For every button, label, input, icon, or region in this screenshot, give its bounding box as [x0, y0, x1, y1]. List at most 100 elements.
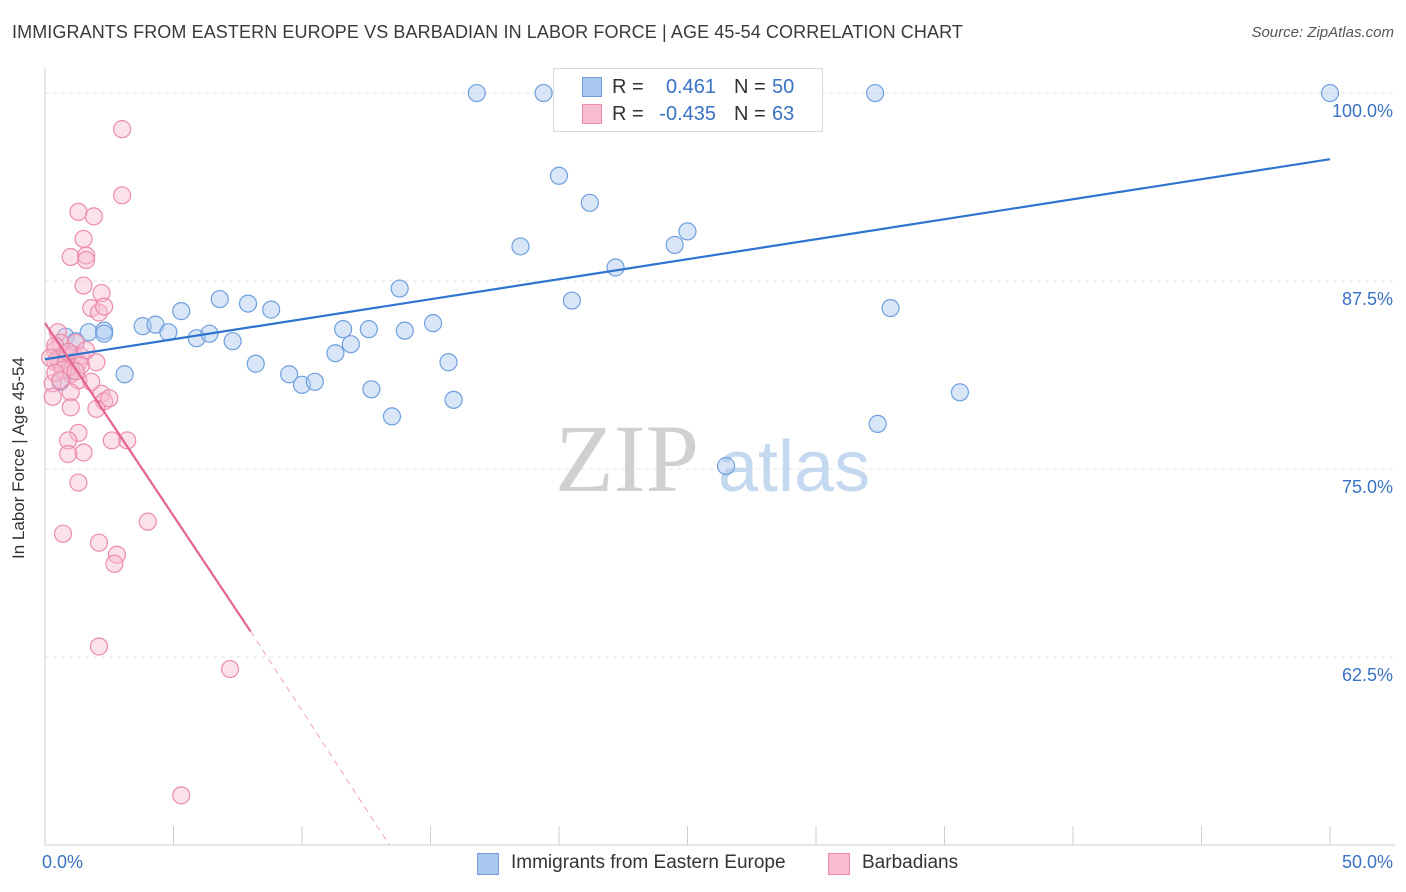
- point-barbadians: [92, 283, 111, 303]
- legend-swatch-pink: [582, 104, 602, 124]
- point-barbadians: [102, 431, 121, 450]
- point-barbadians: [59, 444, 78, 464]
- point-eastern-europe: [280, 365, 299, 384]
- point-barbadians: [112, 120, 132, 139]
- trend-line-eastern-europe: [44, 158, 1331, 361]
- point-barbadians: [89, 637, 109, 656]
- y-tick-label: 75.0%: [1342, 477, 1393, 497]
- point-eastern-europe: [305, 372, 324, 391]
- legend-r-value: 0.461: [665, 76, 716, 98]
- y-tick-label: 87.5%: [1342, 289, 1393, 309]
- point-eastern-europe: [950, 383, 970, 402]
- point-eastern-europe: [423, 314, 443, 333]
- trend-line-barbadians: [44, 322, 252, 633]
- legend-n-label: N =: [734, 76, 766, 98]
- point-eastern-europe: [439, 353, 458, 372]
- point-eastern-europe: [210, 289, 229, 309]
- point-eastern-europe: [678, 222, 697, 241]
- point-eastern-europe: [238, 294, 258, 313]
- point-eastern-europe: [359, 320, 378, 339]
- point-barbadians: [59, 431, 78, 450]
- legend-swatch-pink: [828, 853, 850, 875]
- point-barbadians: [69, 423, 88, 443]
- point-barbadians: [87, 353, 106, 372]
- y-tick-labels: 62.5% 75.0% 87.5% 100.0%: [1332, 101, 1393, 685]
- chart-title: IMMIGRANTS FROM EASTERN EUROPE VS BARBAD…: [12, 22, 963, 42]
- point-eastern-europe: [390, 279, 409, 298]
- point-eastern-europe: [115, 365, 134, 384]
- point-eastern-europe: [172, 302, 191, 321]
- point-barbadians: [74, 229, 93, 249]
- point-barbadians: [105, 554, 124, 573]
- legend-r-value: -0.435: [659, 103, 716, 125]
- point-barbadians: [61, 383, 80, 402]
- point-barbadians: [61, 247, 80, 267]
- watermark-atlas: atlas: [718, 427, 870, 507]
- point-barbadians: [77, 341, 96, 360]
- point-eastern-europe: [262, 300, 281, 319]
- point-eastern-europe: [341, 335, 360, 354]
- point-barbadians: [95, 297, 114, 316]
- point-eastern-europe: [562, 291, 581, 310]
- watermark: ZIP atlas: [555, 405, 870, 512]
- x-tick-label-max: 50.0%: [1341, 852, 1393, 872]
- point-barbadians: [69, 202, 88, 221]
- point-barbadians: [74, 443, 93, 462]
- x-tick-label-min: 0.0%: [42, 852, 84, 872]
- legend-n-value: 50: [772, 76, 795, 98]
- point-barbadians: [112, 186, 132, 205]
- stats-legend: R = 0.461 N = 50 R = -0.435 N = 63: [553, 68, 823, 132]
- y-tick-label: 62.5%: [1342, 665, 1393, 685]
- point-eastern-europe: [382, 407, 402, 426]
- point-eastern-europe: [326, 344, 345, 363]
- axes: [44, 68, 1395, 846]
- point-barbadians: [77, 250, 96, 270]
- point-eastern-europe: [606, 258, 625, 277]
- point-barbadians: [69, 473, 88, 492]
- point-barbadians: [220, 659, 240, 679]
- y-axis-label: In Labor Force | Age 45-54: [9, 357, 28, 559]
- legend-row-barbadians: R = -0.435 N = 63: [554, 101, 822, 129]
- point-eastern-europe: [444, 390, 463, 409]
- point-eastern-europe: [246, 354, 265, 373]
- point-barbadians: [74, 276, 93, 295]
- point-barbadians: [89, 533, 109, 552]
- legend-label: Barbadians: [862, 852, 959, 873]
- legend-label: Immigrants from Eastern Europe: [511, 852, 786, 873]
- point-barbadians: [43, 387, 62, 406]
- y-tick-label: 100.0%: [1332, 101, 1393, 121]
- legend-n-value: 63: [772, 103, 795, 125]
- legend-r-label: R =: [612, 103, 644, 125]
- point-barbadians: [53, 524, 73, 543]
- point-barbadians: [172, 786, 191, 805]
- point-barbadians: [100, 389, 119, 408]
- point-eastern-europe: [79, 323, 98, 342]
- point-eastern-europe: [395, 321, 414, 340]
- point-eastern-europe: [716, 456, 736, 476]
- point-barbadians: [138, 512, 157, 531]
- watermark-zip: ZIP: [555, 405, 699, 512]
- point-barbadians: [84, 207, 103, 226]
- legend-r-label: R =: [612, 76, 644, 98]
- point-eastern-europe: [511, 237, 530, 256]
- point-eastern-europe: [665, 235, 684, 255]
- source-label: Source: ZipAtlas.com: [1251, 24, 1394, 41]
- point-eastern-europe: [95, 324, 114, 343]
- point-eastern-europe: [534, 83, 553, 103]
- point-barbadians: [118, 431, 137, 450]
- point-eastern-europe: [868, 414, 887, 434]
- point-barbadians: [51, 371, 70, 390]
- trend-lines: [44, 158, 1331, 846]
- legend-row-eastern-europe: R = 0.461 N = 50: [554, 74, 822, 102]
- point-barbadians: [77, 246, 96, 265]
- point-eastern-europe: [1320, 83, 1340, 103]
- legend-swatch-blue: [477, 853, 499, 875]
- legend-n-label: N =: [734, 103, 766, 125]
- point-eastern-europe: [334, 320, 353, 339]
- point-eastern-europe: [549, 166, 569, 185]
- legend-swatch-blue: [582, 77, 602, 97]
- point-eastern-europe: [362, 380, 381, 399]
- point-eastern-europe: [881, 299, 900, 318]
- trend-line-barbadians-extrapolated: [250, 631, 390, 846]
